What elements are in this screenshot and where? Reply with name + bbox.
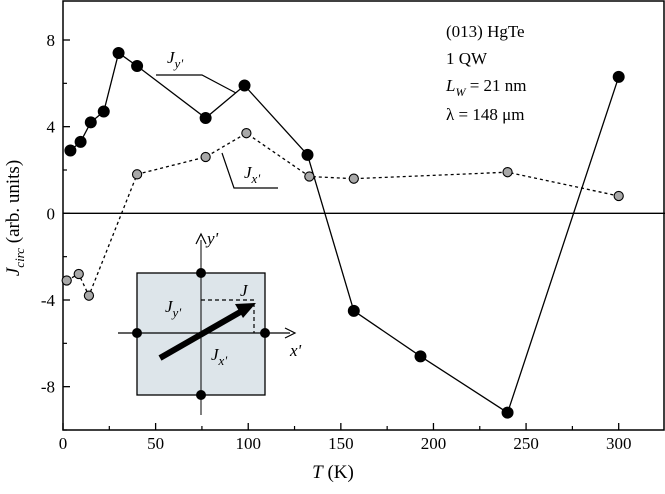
data-point	[74, 135, 87, 148]
data-point	[199, 112, 212, 125]
x-tick-label: 200	[421, 434, 447, 453]
inset-vector-label: J	[240, 281, 249, 300]
annotation-lw-value: = 21 nm	[465, 76, 526, 95]
data-point	[200, 151, 211, 163]
inset-x-axis-text: x'	[289, 341, 302, 360]
inset-y-axis-label: y'	[205, 229, 219, 248]
inset-jx-symbol: J	[211, 345, 220, 364]
inset-y-arrowhead	[195, 232, 207, 245]
inset-contact-dot	[196, 268, 206, 278]
data-point	[501, 406, 514, 419]
x-tick-label: 300	[606, 434, 632, 453]
x-tick-label: 50	[147, 434, 164, 453]
data-point	[238, 79, 251, 92]
annotation-qw: 1 QW	[446, 49, 488, 68]
x-tick-label: 250	[513, 434, 539, 453]
x-tick-label: 0	[59, 434, 68, 453]
x-tick-label: 150	[328, 434, 354, 453]
x-axis-title-symbol: T	[312, 462, 324, 483]
y-tick-label: 4	[47, 118, 56, 137]
annotation-well-width: LW = 21 nm	[445, 76, 527, 99]
data-point	[112, 47, 125, 60]
data-point	[131, 60, 144, 73]
jy-series-label: Jy'	[167, 48, 183, 71]
x-axis-title: T (K)	[312, 462, 354, 483]
inset-jy-subscript: y'	[171, 305, 182, 320]
y-tick-label: 0	[47, 204, 56, 223]
data-point	[612, 70, 625, 83]
jx-label-subscript: x'	[251, 171, 261, 186]
inset-current-arrowhead	[235, 303, 256, 318]
data-point	[61, 275, 72, 286]
y-tick-label: -4	[41, 291, 56, 310]
series-line-jx	[66, 132, 619, 298]
annotation-lw-symbol: L	[445, 76, 455, 95]
annotation-sample: (013) HgTe	[446, 22, 525, 41]
jx-label-leader	[221, 152, 278, 189]
x-axis-title-unit: (K)	[323, 462, 354, 483]
y-tick-label: -8	[41, 378, 55, 397]
jx-series-label: Jx'	[244, 163, 260, 186]
inset-contact-dot	[132, 328, 142, 338]
data-point	[83, 290, 95, 301]
inset-x-arrowhead	[284, 327, 297, 339]
data-point	[348, 173, 359, 184]
inset-component-guide	[201, 299, 255, 333]
jy-label-symbol: J	[167, 48, 176, 67]
y-axis-title-symbol: J	[3, 266, 24, 276]
jx-label-symbol: J	[244, 163, 253, 182]
data-point	[502, 167, 513, 178]
y-axis-title-unit: (arb. units)	[3, 160, 24, 248]
inset-jy-symbol: J	[165, 297, 174, 316]
annotation-lw-subscript: W	[455, 85, 466, 99]
data-point	[347, 304, 360, 317]
y-tick-label: 8	[47, 31, 56, 50]
jy-label-leader	[156, 74, 237, 94]
inset-vector-text: J	[240, 281, 249, 300]
inset-y-axis-text: y'	[205, 229, 219, 248]
data-point	[304, 171, 315, 182]
inset-jy-label: Jy'	[165, 297, 181, 320]
inset-jx-label: Jx'	[211, 345, 227, 368]
data-point	[73, 268, 84, 280]
jy-label-subscript: y'	[173, 56, 184, 71]
data-point	[301, 148, 314, 161]
y-axis-title-subscript: circ	[12, 248, 27, 268]
annotation-wavelength: λ = 148 μm	[446, 105, 524, 124]
data-point	[64, 144, 77, 157]
inset-x-axis-label: x'	[289, 341, 302, 360]
inset-jx-subscript: x'	[218, 353, 228, 368]
data-point	[97, 105, 110, 118]
data-point	[613, 190, 624, 202]
inset-contact-dot	[196, 390, 206, 400]
plot-frame	[62, 0, 665, 431]
inset-contact-dot	[260, 328, 270, 338]
data-point	[131, 169, 143, 180]
data-point	[414, 350, 427, 363]
y-axis-title: Jcirc (arb. units)	[3, 160, 27, 276]
inset-current-vector	[158, 308, 244, 361]
data-point	[241, 128, 252, 139]
data-point	[84, 116, 97, 129]
x-tick-label: 100	[235, 434, 261, 453]
